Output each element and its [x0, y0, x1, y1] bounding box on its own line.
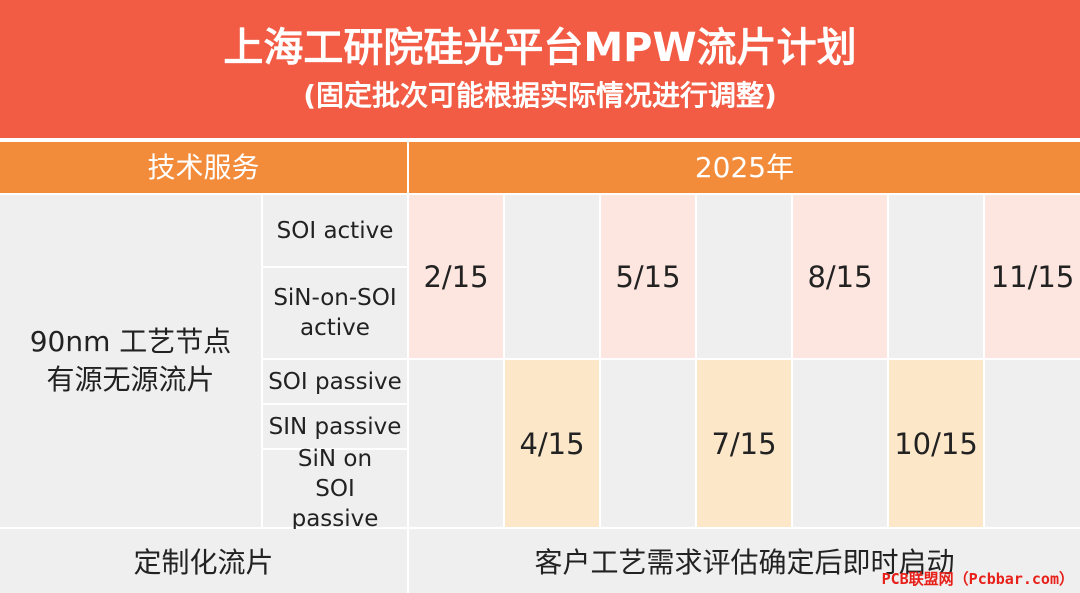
row-sin-on-soi-passive: SiN on SOI passive	[263, 446, 407, 532]
empty-cell	[793, 360, 887, 527]
empty-cell	[985, 360, 1080, 527]
process-node-label: 90nm 工艺节点	[29, 325, 232, 358]
active-date-cell: 8/15	[793, 195, 887, 358]
passive-date-cell: 4/15	[505, 360, 599, 527]
empty-cell	[409, 360, 503, 527]
custom-flow-description: 客户工艺需求评估确定后即时启动	[409, 529, 1080, 593]
row-soi-passive: SOI passive	[263, 360, 407, 403]
process-node-cell: 90nm 工艺节点 有源无源流片	[0, 195, 261, 527]
page-title: 上海工研院硅光平台MPW流片计划	[223, 25, 857, 71]
empty-cell	[601, 360, 695, 527]
row-sin-passive: SIN passive	[263, 405, 407, 448]
empty-cell	[889, 195, 983, 358]
active-date-cell: 5/15	[601, 195, 695, 358]
active-date-cell: 11/15	[985, 195, 1080, 358]
empty-cell	[505, 195, 599, 358]
service-column-header: 技术服务	[0, 142, 407, 193]
row-sin-on-soi-active: SiN-on-SOI active	[263, 268, 407, 358]
row-soi-active: SOI active	[263, 195, 407, 266]
year-column-header: 2025年	[409, 142, 1080, 193]
source-watermark: PCB联盟网（Pcbbar.com）	[881, 570, 1074, 588]
page-subtitle: (固定批次可能根据实际情况进行调整)	[303, 79, 777, 112]
active-date-cell: 2/15	[409, 195, 503, 358]
plan-header: 上海工研院硅光平台MPW流片计划 (固定批次可能根据实际情况进行调整)	[0, 0, 1080, 138]
process-type-label: 有源无源流片	[46, 363, 215, 396]
custom-flow-label: 定制化流片	[0, 529, 407, 593]
empty-cell	[697, 195, 791, 358]
passive-date-cell: 10/15	[889, 360, 983, 527]
passive-date-cell: 7/15	[697, 360, 791, 527]
